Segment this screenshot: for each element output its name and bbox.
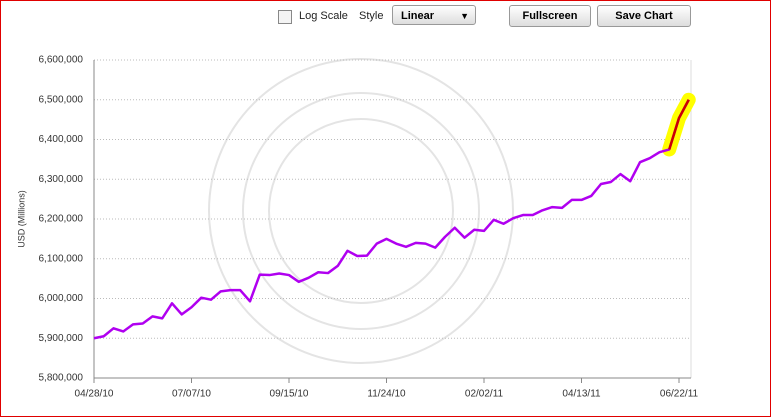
- x-tick-label: 04/28/10: [75, 389, 114, 400]
- y-tick-label: 6,600,000: [39, 55, 84, 66]
- log-scale-label: Log Scale: [299, 10, 348, 22]
- y-tick-label: 6,300,000: [39, 174, 84, 185]
- save-chart-button[interactable]: Save Chart: [597, 5, 691, 27]
- highlight-line: [668, 99, 690, 150]
- series-line: [93, 99, 690, 340]
- style-label: Style: [359, 10, 384, 22]
- style-value: Linear: [401, 10, 435, 22]
- fullscreen-button[interactable]: Fullscreen: [509, 5, 591, 27]
- y-tick-label: 6,500,000: [39, 94, 84, 105]
- style-dropdown[interactable]: Linear ▼: [392, 5, 476, 25]
- y-tick-label: 6,100,000: [39, 253, 84, 264]
- y-tick-label: 6,000,000: [39, 293, 84, 304]
- x-tick-label: 04/13/11: [562, 389, 601, 400]
- x-tick-label: 09/15/10: [270, 389, 309, 400]
- x-tick-label: 11/24/10: [367, 389, 406, 400]
- y-axis-label: USD (Millions): [16, 190, 26, 248]
- dropdown-arrow: ▼: [460, 11, 469, 21]
- watermark-seal: [208, 58, 514, 364]
- y-tick-label: 5,800,000: [39, 373, 84, 384]
- y-tick-label: 6,400,000: [39, 134, 84, 145]
- log-scale-checkbox[interactable]: [278, 10, 292, 24]
- y-tick-label: 5,900,000: [39, 333, 84, 344]
- x-tick-label: 06/22/11: [660, 389, 699, 400]
- x-tick-label: 02/02/11: [465, 389, 504, 400]
- y-tick-label: 6,200,000: [39, 214, 84, 225]
- x-tick-label: 07/07/10: [172, 389, 211, 400]
